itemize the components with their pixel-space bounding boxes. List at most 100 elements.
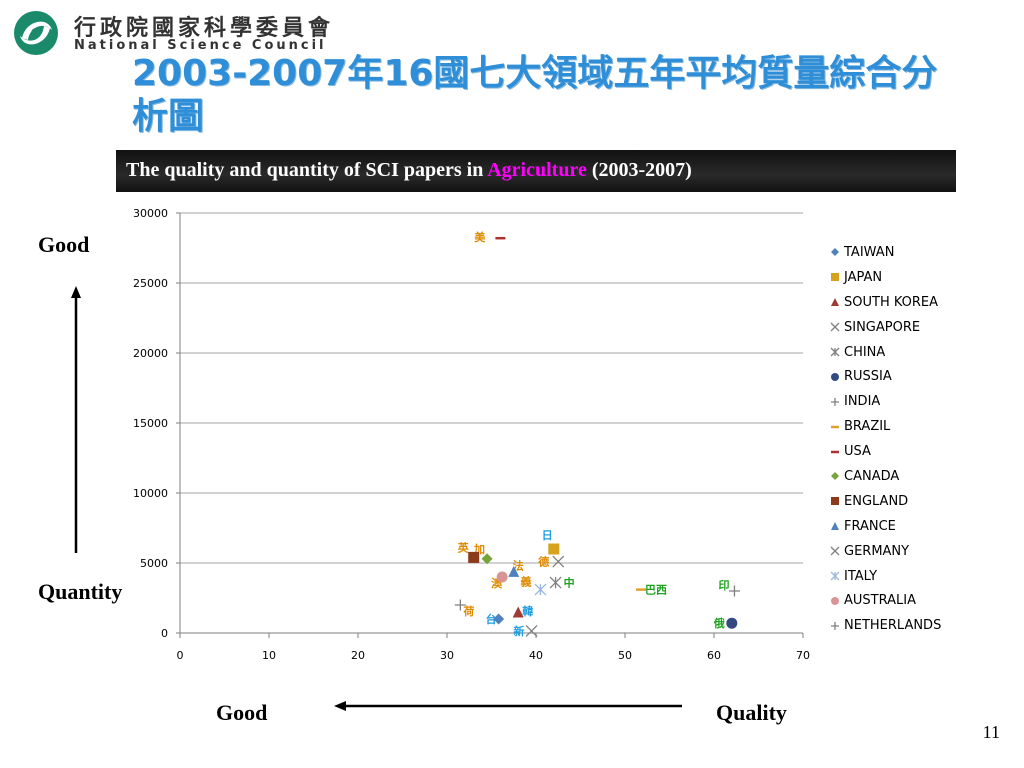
legend-marker-shape: [831, 372, 839, 381]
point-england: [468, 551, 480, 563]
point-label-england: 英: [457, 540, 470, 554]
chart-legend: TAIWAN JAPAN SOUTH KOREA SINGAPORE CHINA RUSS…: [828, 240, 941, 638]
legend-marker-icon: [831, 472, 839, 481]
org-name-chinese: 行政院國家科學委員會: [74, 16, 335, 41]
point-label-russia: 俄: [713, 616, 725, 630]
point-germany: [552, 555, 565, 568]
nsc-logo-icon: [14, 11, 58, 55]
quality-label: Quality: [716, 700, 787, 725]
point-label-japan: 日: [542, 529, 553, 542]
legend-marker-icon: [831, 397, 839, 406]
legend-marker-icon: [831, 273, 839, 282]
good-label-bottom: Good: [216, 700, 268, 725]
legend-label: RUSSIA: [844, 369, 892, 385]
legend-marker-shape: [831, 273, 839, 282]
annotation-arrows: [71, 286, 682, 711]
chart-banner: The quality and quantity of SCI papers i…: [116, 150, 956, 192]
x-tick-label: 50: [618, 649, 632, 662]
point-label-south-korea: 韓: [522, 604, 533, 618]
legend-item-brazil: BRAZIL: [828, 414, 941, 439]
y-tick-label: 0: [161, 627, 168, 640]
point-italy: [534, 583, 547, 596]
x-tick-label: 70: [796, 649, 810, 662]
legend-label: FRANCE: [844, 518, 896, 534]
x-tick-label: 60: [707, 649, 721, 662]
point-label-usa: 美: [474, 230, 486, 244]
data-points: [454, 236, 740, 637]
x-tick-label: 30: [440, 649, 454, 662]
legend-marker-icon: [831, 372, 839, 381]
page-number: 11: [982, 722, 1000, 742]
slide-title: 2003-2007年16國七大領域五年平均質量綜合分析圖: [132, 53, 938, 137]
legend-label: NETHERLANDS: [844, 618, 942, 634]
legend-item-germany: GERMANY: [828, 539, 941, 564]
legend-item-india: INDIA: [828, 389, 941, 414]
banner-suffix: (2003-2007): [586, 159, 692, 181]
org-name-english: National Science Council: [74, 38, 327, 53]
legend-marker-shape: [830, 571, 840, 581]
legend-marker-icon: [831, 621, 839, 630]
legend-marker-icon: [831, 450, 839, 453]
x-tick-label: 10: [262, 649, 276, 662]
legend-label: INDIA: [844, 394, 881, 410]
point-australia: [496, 571, 508, 583]
point-label-brazil: 巴西: [645, 584, 667, 597]
legend-label: AUSTRALIA: [844, 593, 916, 609]
legend-label: SINGAPORE: [844, 319, 921, 335]
legend-marker-shape: [831, 248, 839, 257]
legend-marker-icon: [830, 546, 840, 556]
legend-label: GERMANY: [844, 543, 910, 559]
legend-item-singapore: SINGAPORE: [828, 315, 941, 340]
legend-marker-shape: [830, 546, 840, 556]
legend-marker-icon: [830, 347, 840, 357]
legend-marker-shape: [831, 397, 839, 406]
legend-item-china: CHINA: [828, 340, 941, 365]
legend-item-canada: CANADA: [828, 464, 941, 489]
legend-label: USA: [844, 444, 871, 460]
legend-label: ENGLAND: [844, 493, 909, 509]
point-label-india: 印: [718, 579, 729, 592]
legend-marker-shape: [831, 621, 839, 630]
quantity-arrow-head: [71, 286, 81, 298]
point-label-singapore: 新: [514, 624, 525, 638]
point-south-korea: [512, 606, 524, 618]
legend-label: SOUTH KOREA: [844, 294, 939, 310]
x-tick-label: 40: [529, 649, 543, 662]
point-russia: [726, 617, 738, 629]
y-tick-label: 15000: [133, 417, 168, 430]
legend-marker-icon: [831, 497, 839, 506]
x-tick-label: 20: [351, 649, 365, 662]
legend-label: ITALY: [844, 568, 878, 584]
legend-label: JAPAN: [844, 269, 883, 285]
legend-marker-icon: [831, 248, 839, 257]
legend-marker-icon: [831, 425, 839, 428]
point-taiwan: [493, 613, 505, 625]
legend-marker-shape: [830, 322, 840, 332]
point-label-italy: 義: [520, 575, 531, 589]
point-france: [508, 565, 520, 577]
grid-lines: [180, 212, 803, 564]
legend-item-russia: RUSSIA: [828, 364, 941, 389]
legend-item-usa: USA: [828, 439, 941, 464]
legend-item-netherlands: NETHERLANDS: [828, 613, 941, 638]
x-tick-label: 0: [177, 649, 184, 662]
legend-marker-shape: [831, 497, 839, 506]
legend-marker-shape: [831, 596, 839, 605]
legend-label: BRAZIL: [844, 419, 891, 435]
legend-label: CANADA: [844, 468, 900, 484]
banner-field: Agriculture: [487, 159, 587, 181]
quality-arrow-head: [334, 701, 346, 711]
legend-marker-shape: [830, 347, 840, 357]
legend-marker-icon: [831, 522, 839, 531]
legend-marker-shape: [831, 472, 839, 481]
legend-marker-icon: [830, 322, 840, 332]
y-tick-label: 10000: [133, 487, 168, 500]
point-netherlands: [454, 599, 466, 611]
point-singapore: [525, 624, 538, 637]
legend-label: TAIWAN: [844, 244, 895, 260]
legend-item-italy: ITALY: [828, 564, 941, 589]
banner-prefix: The quality and quantity of SCI papers i…: [126, 159, 488, 181]
y-tick-label: 30000: [133, 207, 168, 220]
